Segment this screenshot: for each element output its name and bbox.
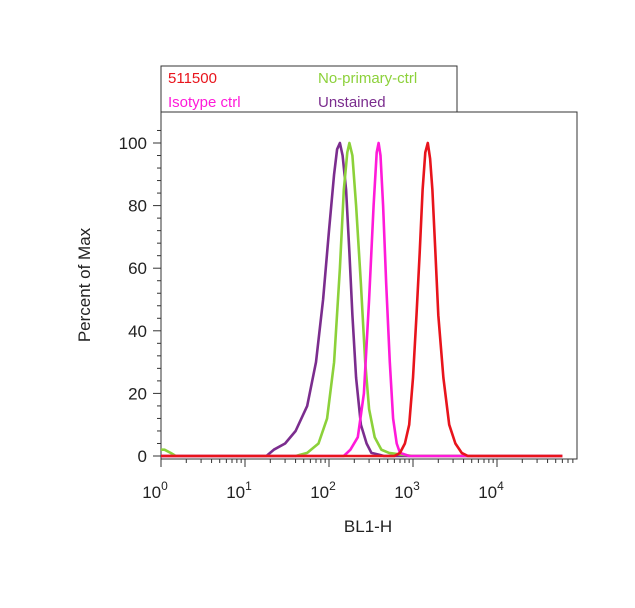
series-line-unstained <box>161 141 563 458</box>
legend-entry-unstained: Unstained <box>318 94 386 111</box>
x-tick-label: 104 <box>478 479 504 502</box>
y-axis: 0 20 40 60 80 100 <box>119 129 161 466</box>
y-tick-label: 20 <box>128 384 147 403</box>
legend-entry-isotype-ctrl: Isotype ctrl <box>168 94 241 111</box>
y-tick-label: 0 <box>138 447 147 466</box>
series-layer <box>161 141 563 458</box>
y-tick-label: 40 <box>128 322 147 341</box>
legend-box <box>160 65 458 113</box>
y-axis-title: Percent of Max <box>75 227 94 342</box>
x-tick-label: 103 <box>394 479 420 502</box>
x-tick-label: 100 <box>142 479 168 502</box>
x-axis-title: BL1-H <box>344 517 392 536</box>
x-tick-label: 101 <box>226 479 252 502</box>
y-tick-label: 80 <box>128 197 147 216</box>
legend-entry-no-primary-ctrl: No-primary-ctrl <box>318 70 417 87</box>
x-tick-label: 102 <box>310 479 336 502</box>
legend-entry-511500: 511500 <box>168 70 217 87</box>
y-tick-label: 100 <box>119 134 147 153</box>
series-line-isotype-ctrl <box>161 141 563 458</box>
y-tick-label: 60 <box>128 259 147 278</box>
series-line-511500 <box>161 141 563 458</box>
x-axis: 100 101 102 103 104 <box>142 459 574 502</box>
